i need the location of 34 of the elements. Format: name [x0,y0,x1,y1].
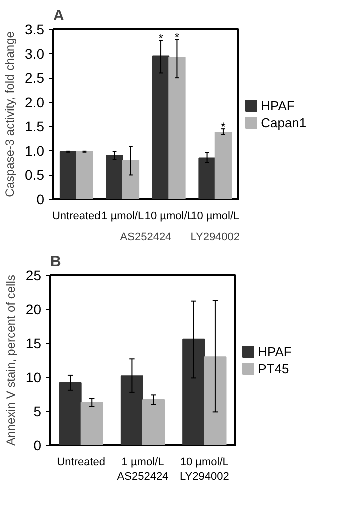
y-tick-label: 1.5 [25,118,45,135]
legend-label: HPAF [261,98,295,114]
y-tick-label: 5 [34,404,42,420]
y-tick-label: 2.0 [25,94,45,110]
chart-title: A [54,8,64,24]
y-tick-label: 3.0 [25,46,45,62]
x-tick-label: 10 µmol/L [191,210,240,222]
legend-label: HPAF [258,344,292,360]
y-tick-label: 0.5 [25,167,45,184]
y-tick-label: 0 [34,438,42,454]
x-tick-label: 10 µmol/L LY294002 [180,456,230,483]
y-tick-label: 3.5 [25,22,45,38]
chart-title: B [50,254,62,270]
x-tick-label: Untreated [57,456,106,468]
y-tick-label: 1.0 [25,142,45,159]
x-tick-label: 10 µmol/L [144,210,194,222]
legend-label: Capan1 [261,116,307,130]
y-tick-label: 20 [26,302,42,318]
x-tick-label: 1 µmol/L AS252424 [117,456,169,483]
y-tick-label: 15 [26,336,42,352]
legend-label: PT45 [258,362,290,376]
y-tick-label: 25 [26,268,42,284]
y-tick-label: 10 [26,370,42,386]
y-tick-label: 2.5 [25,70,45,86]
y-tick-label: 0 [36,192,45,208]
x-tick-label: Untreated [52,210,101,222]
data-label: * [158,32,164,46]
y-axis-title: Caspase-3 activity, fold change [3,31,18,198]
data-label: * [221,120,226,134]
text: AS252424 [120,232,172,244]
y-axis-title: Annexin V stain, percent of cells [4,275,18,446]
x-tick-label: 1 µmol/L [102,210,144,222]
text: LY294002 [190,232,240,244]
data-label: * [174,30,180,45]
